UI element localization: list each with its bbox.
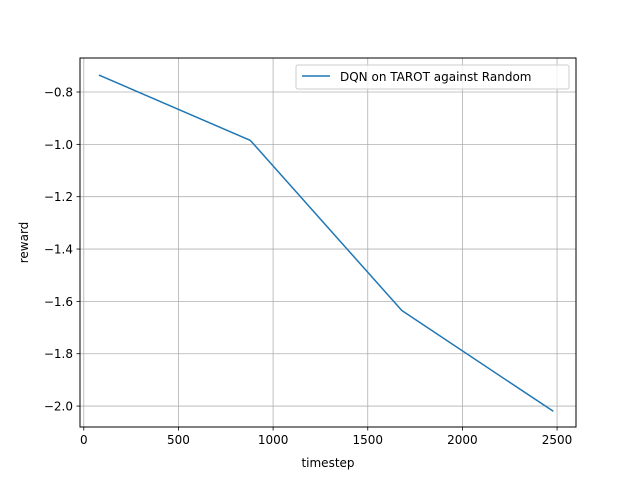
y-tick-label: −1.8	[44, 347, 73, 361]
grid-lines	[80, 58, 576, 427]
y-tick-label: −1.4	[44, 243, 73, 257]
x-tick-label: 500	[167, 433, 190, 447]
y-tick-label: −2.0	[44, 400, 73, 414]
y-axis-ticks: −0.8 −1.0 −1.2 −1.4 −1.6 −1.8 −2.0	[44, 86, 80, 414]
x-axis-ticks: 0 500 1000 1500 2000 2500	[80, 427, 572, 447]
y-tick-label: −1.6	[44, 295, 73, 309]
legend: DQN on TAROT against Random	[295, 64, 570, 90]
x-tick-label: 0	[80, 433, 88, 447]
series-line-0	[98, 74, 554, 412]
legend-box	[295, 64, 570, 90]
x-tick-label: 2000	[447, 433, 478, 447]
y-tick-label: −1.2	[44, 190, 73, 204]
y-axis-label: reward	[17, 222, 31, 264]
x-axis-label: timestep	[301, 456, 354, 470]
legend-label: DQN on TAROT against Random	[340, 70, 532, 84]
series-layer	[98, 74, 554, 412]
plot-frame	[79, 57, 577, 428]
x-tick-label: 1500	[352, 433, 383, 447]
y-tick-label: −0.8	[44, 86, 73, 100]
x-tick-label: 1000	[258, 433, 289, 447]
x-tick-label: 2500	[542, 433, 573, 447]
y-tick-label: −1.0	[44, 138, 73, 152]
